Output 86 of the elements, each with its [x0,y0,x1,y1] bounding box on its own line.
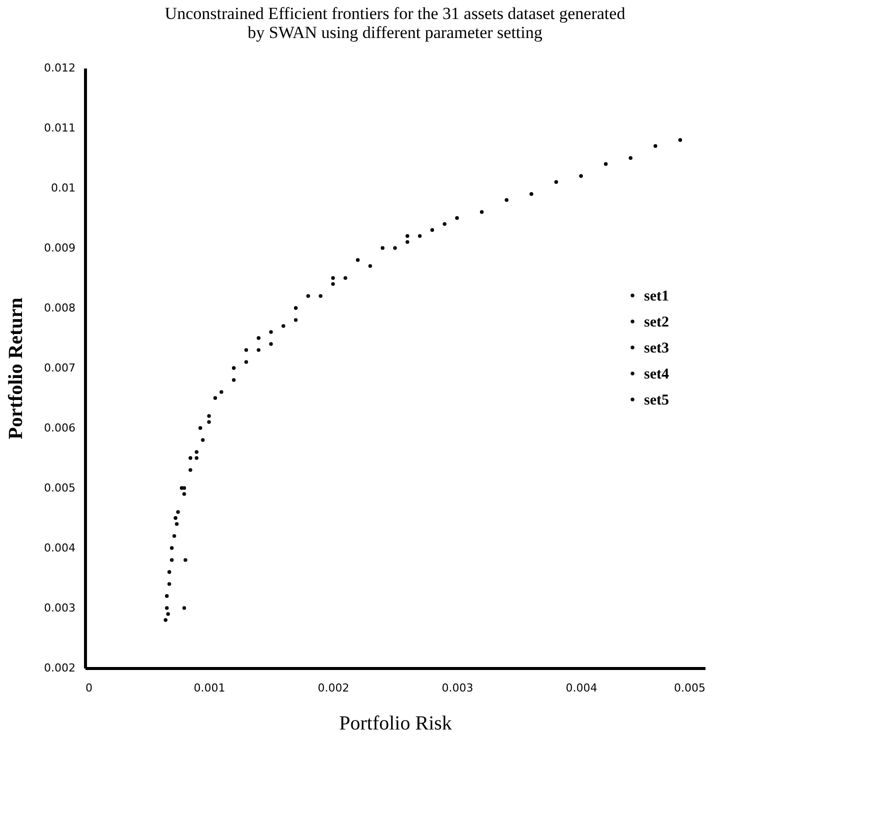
point [200,438,205,442]
point [579,174,583,178]
point [530,192,534,196]
point [164,606,169,610]
point [331,276,335,280]
x-tick-label: 0.003 [442,682,474,694]
legend-label: set1 [644,288,669,304]
point [167,582,172,586]
point [406,240,410,244]
point [213,396,218,400]
point [244,360,248,364]
x-tick-label: 0.002 [318,682,350,694]
legend-label: set4 [644,366,670,382]
y-tick-label: 0.012 [44,62,76,74]
point [554,180,558,184]
point [294,318,298,322]
point [182,606,186,610]
point [356,258,360,262]
point [442,222,446,226]
y-tick-label: 0.005 [44,482,76,494]
y-tick-label: 0.007 [44,362,76,374]
point [628,156,632,160]
point [182,486,186,490]
y-tick-label: 0.011 [44,122,76,134]
point [232,378,236,382]
point [164,594,169,598]
x-tick-label: 0 [86,682,92,694]
y-tick-label: 0.003 [44,602,76,614]
point [184,558,188,562]
point [418,234,422,238]
point [344,276,348,280]
point [294,306,298,310]
point [256,348,260,352]
point [318,294,322,298]
point [244,348,248,352]
legend-label: set5 [644,392,669,408]
y-tick-label: 0.01 [51,182,76,194]
point [188,468,192,472]
point [678,138,682,142]
point [504,198,508,202]
y-tick-label: 0.002 [44,662,76,674]
y-tick-label: 0.009 [44,242,76,254]
point [174,522,179,526]
point [176,510,180,514]
point [174,516,178,520]
point [406,234,410,238]
legend-label: set2 [644,314,669,330]
point [182,492,186,496]
chart-title: Unconstrained Efficient frontiers for the 31 assets dataset generated by SWAN using different parameter setting [164,4,626,42]
y-tick-label: 0.006 [44,422,76,434]
y-tick-label: 0.004 [44,542,76,554]
point [207,414,211,418]
point [220,390,224,394]
point [269,330,273,334]
point [430,228,434,232]
point [232,366,236,370]
point [282,324,286,328]
x-tick-label: 0.001 [194,682,226,694]
point [368,264,372,268]
y-tick-label: 0.008 [44,302,76,314]
point [166,612,170,616]
point [256,336,260,340]
point [172,534,176,538]
point [393,246,397,250]
point [269,342,273,346]
point [164,618,168,622]
point [167,570,172,574]
point [170,546,174,550]
point [480,210,484,214]
point [380,246,384,250]
point [194,456,198,460]
point [198,426,202,430]
point [188,456,192,460]
point [170,558,174,562]
y-axis-title: Portfolio Return [5,298,28,440]
x-axis-title: Portfolio Risk [339,712,452,734]
legend-label: set3 [644,340,669,356]
point [654,144,658,148]
point [194,450,198,454]
point [331,282,335,286]
point [455,216,459,220]
point [604,162,608,166]
point [207,420,211,424]
x-tick-label: 0.005 [674,682,706,694]
point [306,294,310,298]
x-tick-label: 0.004 [566,682,598,694]
